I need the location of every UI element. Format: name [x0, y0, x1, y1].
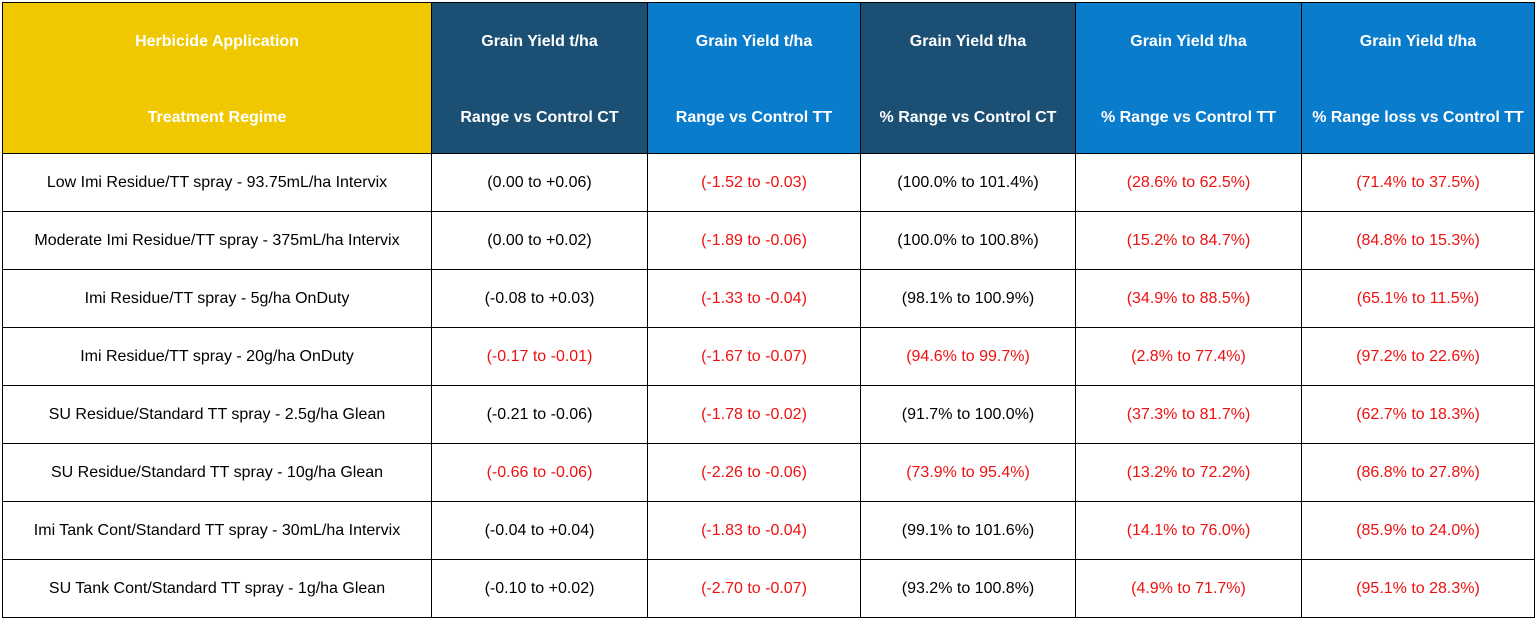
value-cell: (97.2% to 22.6%) [1301, 327, 1535, 386]
header-range-tt-line2: Range vs Control TT [675, 109, 833, 126]
value-cell: (0.00 to +0.06) [431, 153, 648, 212]
value-cell: (94.6% to 99.7%) [860, 327, 1076, 386]
value-cell: (-0.17 to -0.01) [431, 327, 648, 386]
header-pct-range-loss-tt-line1: Grain Yield t/ha [1359, 33, 1477, 50]
treatment-cell: Moderate Imi Residue/TT spray - 375mL/ha… [2, 211, 432, 270]
value-cell: (-0.21 to -0.06) [431, 385, 648, 444]
table-row: SU Residue/Standard TT spray - 10g/ha Gl… [2, 443, 1535, 502]
value-cell: (-0.66 to -0.06) [431, 443, 648, 502]
header-range-tt-line1: Grain Yield t/ha [695, 33, 813, 50]
value-cell: (0.00 to +0.02) [431, 211, 648, 270]
value-cell: (28.6% to 62.5%) [1075, 153, 1302, 212]
header-range-ct: Grain Yield t/ha Range vs Control CT [431, 2, 648, 154]
value-cell: (34.9% to 88.5%) [1075, 269, 1302, 328]
table-row: Imi Tank Cont/Standard TT spray - 30mL/h… [2, 501, 1535, 560]
value-cell: (14.1% to 76.0%) [1075, 501, 1302, 560]
treatment-cell: Imi Residue/TT spray - 5g/ha OnDuty [2, 269, 432, 328]
value-cell: (-0.10 to +0.02) [431, 559, 648, 618]
table-row: SU Tank Cont/Standard TT spray - 1g/ha G… [2, 559, 1535, 618]
table-row: Low Imi Residue/TT spray - 93.75mL/ha In… [2, 153, 1535, 212]
table-row: Imi Residue/TT spray - 5g/ha OnDuty (-0.0… [2, 269, 1535, 328]
value-cell: (-0.04 to +0.04) [431, 501, 648, 560]
header-range-ct-line1: Grain Yield t/ha [481, 33, 598, 50]
value-cell: (99.1% to 101.6%) [860, 501, 1076, 560]
treatment-cell: Low Imi Residue/TT spray - 93.75mL/ha In… [2, 153, 432, 212]
table-row: SU Residue/Standard TT spray - 2.5g/ha G… [2, 385, 1535, 444]
header-pct-range-loss-tt-line2: % Range loss vs Control TT [1312, 109, 1524, 126]
value-cell: (93.2% to 100.8%) [860, 559, 1076, 618]
header-row: Herbicide Application Treatment Regime G… [2, 2, 1535, 154]
value-cell: (4.9% to 71.7%) [1075, 559, 1302, 618]
header-pct-range-tt-line2: % Range vs Control TT [1100, 109, 1277, 126]
treatment-cell: SU Tank Cont/Standard TT spray - 1g/ha G… [2, 559, 432, 618]
value-cell: (84.8% to 15.3%) [1301, 211, 1535, 270]
treatment-cell: SU Residue/Standard TT spray - 2.5g/ha G… [2, 385, 432, 444]
treatment-cell: Imi Tank Cont/Standard TT spray - 30mL/h… [2, 501, 432, 560]
header-treatment: Herbicide Application Treatment Regime [2, 2, 432, 154]
value-cell: (-1.67 to -0.07) [647, 327, 861, 386]
value-cell: (100.0% to 100.8%) [860, 211, 1076, 270]
value-cell: (15.2% to 84.7%) [1075, 211, 1302, 270]
value-cell: (2.8% to 77.4%) [1075, 327, 1302, 386]
table-row: Moderate Imi Residue/TT spray - 375mL/ha… [2, 211, 1535, 270]
value-cell: (-1.78 to -0.02) [647, 385, 861, 444]
value-cell: (-1.52 to -0.03) [647, 153, 861, 212]
header-treatment-line1: Herbicide Application [135, 33, 299, 50]
value-cell: (86.8% to 27.8%) [1301, 443, 1535, 502]
header-pct-range-ct-line1: Grain Yield t/ha [909, 33, 1027, 50]
table-row: Imi Residue/TT spray - 20g/ha OnDuty (-0.… [2, 327, 1535, 386]
header-range-ct-line2: Range vs Control CT [460, 109, 619, 126]
header-pct-range-ct: Grain Yield t/ha % Range vs Control CT [860, 2, 1076, 154]
value-cell: (73.9% to 95.4%) [860, 443, 1076, 502]
header-treatment-line2: Treatment Regime [147, 109, 287, 126]
value-cell: (100.0% to 101.4%) [860, 153, 1076, 212]
value-cell: (-2.26 to -0.06) [647, 443, 861, 502]
table-body: Low Imi Residue/TT spray - 93.75mL/ha In… [2, 153, 1535, 618]
value-cell: (37.3% to 81.7%) [1075, 385, 1302, 444]
treatment-cell: Imi Residue/TT spray - 20g/ha OnDuty [2, 327, 432, 386]
header-pct-range-tt: Grain Yield t/ha % Range vs Control TT [1075, 2, 1302, 154]
value-cell: (62.7% to 18.3%) [1301, 385, 1535, 444]
value-cell: (-1.33 to -0.04) [647, 269, 861, 328]
value-cell: (-1.83 to -0.04) [647, 501, 861, 560]
value-cell: (98.1% to 100.9%) [860, 269, 1076, 328]
header-range-tt: Grain Yield t/ha Range vs Control TT [647, 2, 861, 154]
value-cell: (95.1% to 28.3%) [1301, 559, 1535, 618]
value-cell: (-0.08 to +0.03) [431, 269, 648, 328]
treatment-cell: SU Residue/Standard TT spray - 10g/ha Gl… [2, 443, 432, 502]
value-cell: (65.1% to 11.5%) [1301, 269, 1535, 328]
value-cell: (13.2% to 72.2%) [1075, 443, 1302, 502]
value-cell: (85.9% to 24.0%) [1301, 501, 1535, 560]
value-cell: (-2.70 to -0.07) [647, 559, 861, 618]
header-pct-range-loss-tt: Grain Yield t/ha % Range loss vs Control… [1301, 2, 1535, 154]
header-pct-range-ct-line2: % Range vs Control CT [879, 109, 1057, 126]
value-cell: (71.4% to 37.5%) [1301, 153, 1535, 212]
header-pct-range-tt-line1: Grain Yield t/ha [1130, 33, 1247, 50]
value-cell: (91.7% to 100.0%) [860, 385, 1076, 444]
value-cell: (-1.89 to -0.06) [647, 211, 861, 270]
